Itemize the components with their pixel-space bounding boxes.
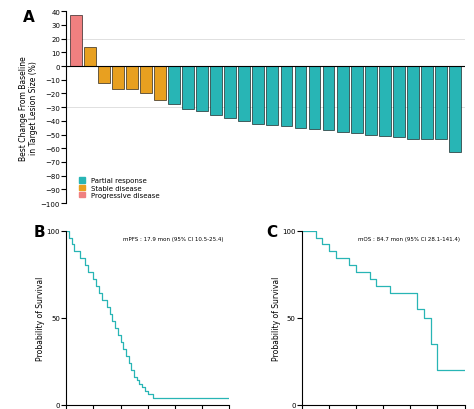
Y-axis label: Probability of Survival: Probability of Survival	[272, 276, 281, 360]
Bar	[112, 67, 124, 90]
Bar	[309, 67, 320, 130]
Text: A: A	[23, 10, 34, 25]
Bar	[281, 67, 292, 127]
Bar	[323, 67, 335, 131]
Bar	[407, 67, 419, 139]
Text: mOS : 84.7 mon (95% CI 28.1-141.4): mOS : 84.7 mon (95% CI 28.1-141.4)	[358, 236, 460, 241]
Bar	[210, 67, 222, 116]
Text: C: C	[266, 224, 277, 239]
Text: B: B	[34, 224, 46, 239]
Bar	[435, 67, 447, 139]
Bar	[155, 67, 166, 101]
Bar	[98, 67, 110, 83]
Y-axis label: Probability of Survival: Probability of Survival	[36, 276, 45, 360]
Bar	[140, 67, 152, 94]
Bar	[337, 67, 348, 133]
Bar	[182, 67, 194, 109]
Bar	[253, 67, 264, 124]
Bar	[238, 67, 250, 121]
Bar	[351, 67, 363, 134]
Legend: Partial response, Stable disease, Progressive disease: Partial response, Stable disease, Progre…	[78, 176, 161, 200]
Bar	[365, 67, 376, 135]
Bar	[421, 67, 433, 139]
Bar	[196, 67, 208, 112]
Bar	[70, 16, 82, 67]
Bar	[392, 67, 405, 138]
Bar	[449, 67, 461, 153]
Y-axis label: Best Change From Baseline
in Target Lesion Size (%): Best Change From Baseline in Target Lesi…	[18, 56, 38, 160]
Bar	[168, 67, 180, 105]
Bar	[266, 67, 278, 126]
Bar	[379, 67, 391, 137]
Text: mPFS : 17.9 mon (95% CI 10.5-25.4): mPFS : 17.9 mon (95% CI 10.5-25.4)	[124, 236, 224, 241]
Bar	[224, 67, 237, 119]
Bar	[294, 67, 307, 128]
Bar	[84, 48, 96, 67]
Bar	[126, 67, 138, 90]
